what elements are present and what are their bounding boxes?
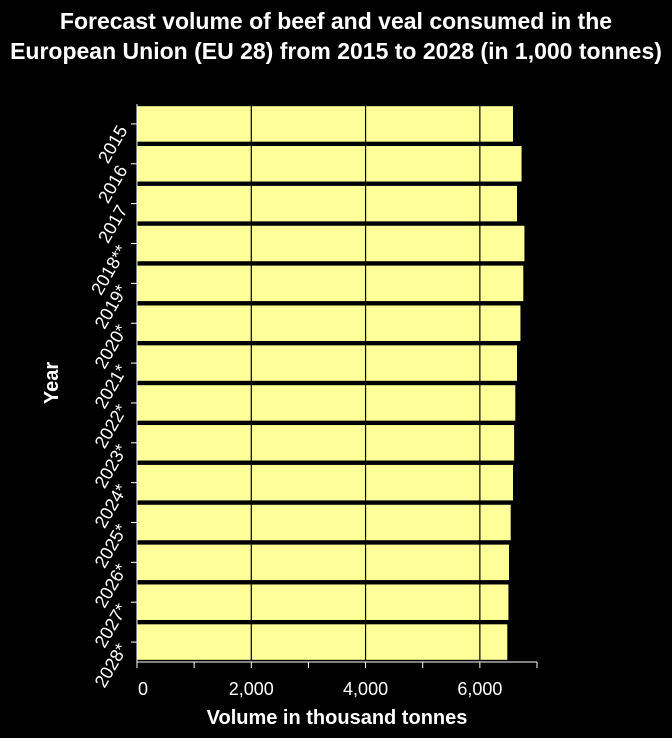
bar-2019 (137, 265, 524, 302)
bar-2026 (137, 544, 509, 581)
bar-2018 (137, 225, 525, 262)
y-tick-label: 2025* (91, 521, 132, 572)
y-tick-label: 2024* (91, 481, 132, 532)
y-tick-label: 2017 (94, 202, 131, 247)
y-tick-label: 2022* (91, 401, 132, 452)
y-tick-label: 2027* (91, 600, 132, 651)
y-tick-label: 2028* (91, 640, 132, 691)
x-tick-label: 2,000 (229, 679, 274, 699)
y-tick-label: 2020* (91, 321, 132, 372)
y-tick-label: 2015 (94, 122, 131, 167)
bar-2023 (137, 425, 515, 461)
bar-2025 (137, 504, 511, 541)
bar-2021 (137, 345, 517, 381)
bar-2015 (137, 106, 513, 142)
y-tick-label: 2016 (94, 162, 131, 207)
chart-title: Forecast volume of beef and veal consume… (10, 8, 662, 64)
bar-2024 (137, 464, 513, 501)
y-tick-label: 2023* (91, 441, 132, 492)
bar-2022 (137, 385, 516, 421)
bar-2017 (137, 185, 517, 222)
x-axis-title: Volume in thousand tonnes (207, 707, 468, 729)
y-tick-label: 2026* (91, 560, 132, 611)
x-tick-label: 6,000 (457, 679, 502, 699)
y-axis-title: Year (41, 362, 63, 404)
x-tick-label: 0 (138, 679, 148, 699)
bar-2016 (137, 146, 522, 182)
bar-2020 (137, 305, 521, 341)
y-tick-label: 2021* (91, 361, 132, 412)
x-tick-label: 4,000 (343, 679, 388, 699)
bar-2027 (137, 584, 509, 620)
bar-2028 (137, 624, 508, 660)
